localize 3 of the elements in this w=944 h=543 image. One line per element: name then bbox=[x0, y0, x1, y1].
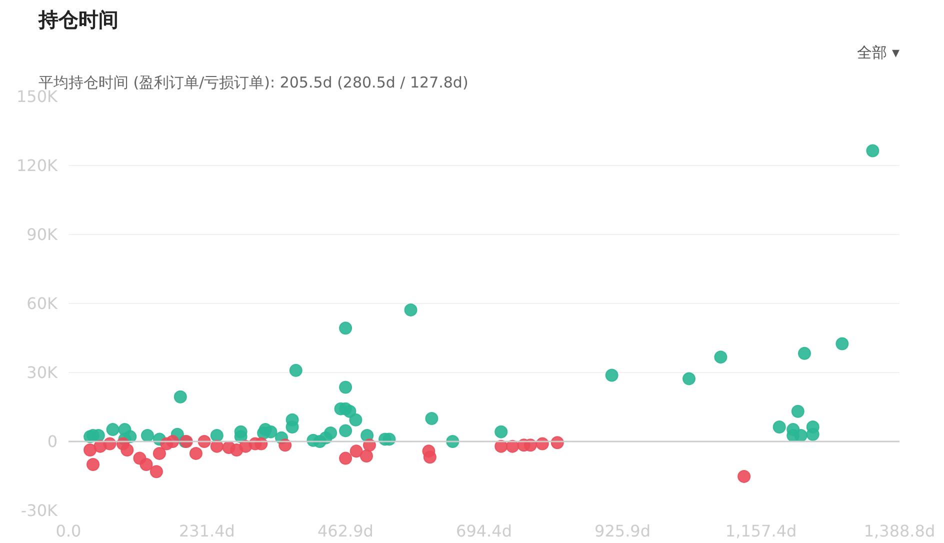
chart-subtitle: 平均持仓时间 (盈利订单/亏损订单): 205.5d (280.5d / 127.8d) bbox=[38, 74, 468, 92]
text: 全部 ▾ bbox=[857, 44, 900, 62]
chart-title: 持仓时间 bbox=[38, 8, 118, 32]
